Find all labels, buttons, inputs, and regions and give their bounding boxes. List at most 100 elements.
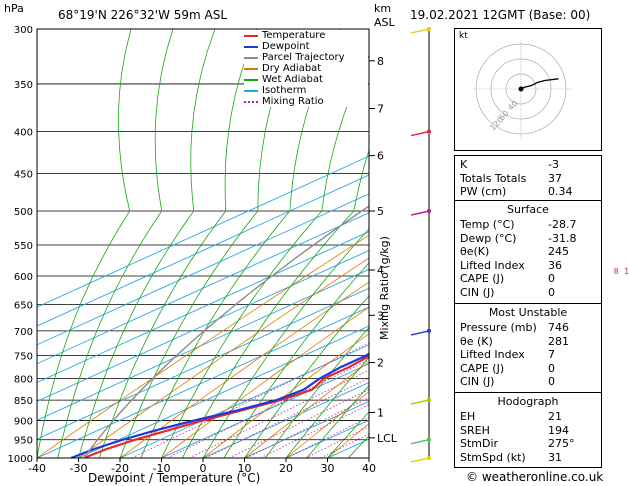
pressure-tick-label: 300 [14,25,33,36]
row-key: Temp (°C) [460,218,515,231]
legend-label: Mixing Ratio [262,96,324,107]
wind-barb-dot [427,456,431,460]
row-value: 0 [548,272,555,285]
wet-adiabat-line [264,326,369,458]
row-key: PW (cm) [460,185,507,198]
row-key: CIN (J) [460,285,495,299]
wet-adiabat-line [57,29,174,458]
isotherm-line [161,363,369,458]
pressure-tick-label: 350 [14,80,33,91]
row-key: CAPE (J) [460,272,505,285]
row-value: 37 [548,171,562,185]
row-key: StmSpd (kt) [460,450,526,464]
table-row: Lifted Index 7 [458,348,598,362]
row-value: 0 [548,361,555,375]
wet-adiabat-line [244,295,369,458]
row-value: -31.8 [548,231,577,245]
wind-barb [410,130,430,137]
wet-adiabat-line [306,385,369,458]
most-unstable-title: Most Unstable [488,306,568,319]
table-row: CAPE (J) 0 [458,362,598,376]
table-row: θe (K) 281 [458,335,598,349]
row-key: Lifted Index [460,348,525,361]
legend-item: Parcel Trajectory [244,52,368,63]
row-value: 0 [548,285,555,299]
wind-barb-dot [427,27,431,31]
table-row: CAPE (J) 0 [458,272,598,286]
row-value: 281 [548,334,569,348]
credit-footer: © weatheronline.co.uk [466,470,604,484]
km-tick-label: 4 [377,264,384,277]
table-row: θe(K) 245 [458,245,598,259]
x-tick-label: -40 [28,462,46,475]
isotherm-line [37,250,369,402]
km-tick-label: LCL [377,432,398,445]
isotherm-line [119,344,369,458]
row-key: Lifted Index [460,258,525,272]
isotherm-line [37,231,369,384]
legend-label: Wet Adiabat [262,74,323,85]
wind-barb [410,457,430,463]
row-key: Totals Totals [460,171,527,185]
hodograph-trace [520,78,559,90]
row-key: Dewp (°C) [460,231,517,245]
isotherm-line [78,325,369,458]
km-label: km [374,2,392,15]
table-row: Totals Totals 37 [458,172,598,186]
datetime-title: 19.02.2021 12GMT (Base: 00) [410,8,591,22]
row-value: -28.7 [548,218,577,231]
pressure-tick-label: 900 [14,416,33,427]
row-key: SREH [460,423,490,437]
pressure-tick-label: 950 [14,436,33,447]
wind-barb-dot [427,398,431,403]
legend-swatch [244,46,258,48]
legend-label: Isotherm [262,85,307,96]
row-key: K [460,158,468,171]
table-row: CIN (J) 0 [458,375,598,389]
table-row: Lifted Index 36 [458,259,598,273]
row-value: -3 [548,158,559,171]
dry-adiabat-line [285,391,369,458]
legend: Temperature Dewpoint Parcel Trajectory Dry … [244,30,368,107]
surface-panel: Surface Temp (°C) -28.7 Dewp (°C) -31.8 θe(K… [454,200,602,306]
pressure-tick-label: 500 [14,207,33,218]
table-row: Dewp (°C) -31.8 [458,232,598,246]
series-temperature-line [83,355,369,458]
legend-item: Isotherm [244,85,368,96]
row-value: 36 [548,258,562,272]
x-axis-label: Dewpoint / Temperature (°C) [88,471,261,485]
legend-swatch [244,57,258,59]
row-key: CAPE (J) [460,361,505,375]
mixing-ratio-axis-label: Mixing Ratio (g/kg) [378,236,391,340]
pressure-tick-label: 600 [14,272,33,283]
table-row: PW (cm) 0.34 [458,185,598,199]
dry-adiabat-line [202,333,369,458]
row-key: EH [460,410,476,423]
row-value: 0.34 [548,185,573,198]
x-tick-label: 20 [279,462,293,475]
asl-label: ASL [374,16,395,29]
isotherm-line [37,174,369,327]
dry-adiabat-line [244,361,369,458]
mixing-ratio-line [167,359,369,458]
wet-adiabat-line [140,29,342,458]
row-key: Pressure (mb) [460,321,537,334]
legend-swatch [244,68,258,70]
pressure-tick-label: 850 [14,396,33,407]
legend-swatch [244,35,258,37]
legend-label: Temperature [262,30,326,41]
wet-adiabat-line [98,29,258,458]
isotherm-line [37,155,369,308]
wet-adiabat-line [161,54,369,458]
km-tick-label: 5 [377,205,384,218]
km-tick-label: 2 [377,357,384,370]
table-row: Pressure (mb) 746 [458,321,598,335]
legend-swatch [244,101,258,103]
wet-adiabat-line [78,29,216,458]
x-tick-label: -10 [153,462,171,475]
wet-adiabat-line [181,148,369,458]
row-value: 7 [548,348,555,361]
pressure-tick-label: 650 [14,301,33,312]
dry-adiabat-line [119,281,369,458]
